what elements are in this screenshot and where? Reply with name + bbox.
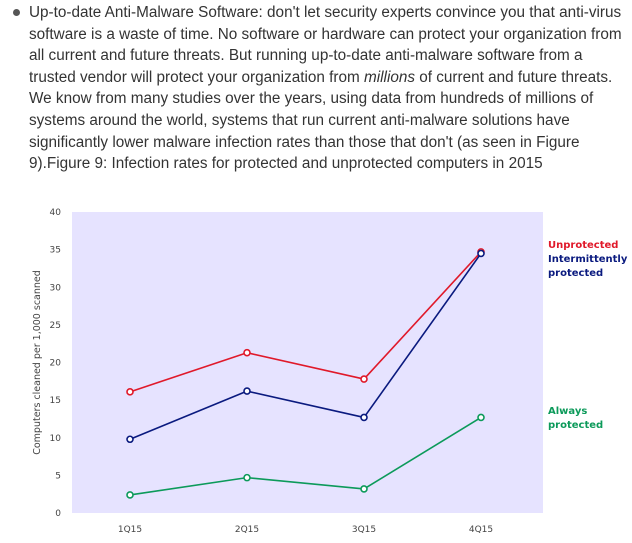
plot-background <box>72 212 543 513</box>
y-tick-label: 40 <box>50 208 62 218</box>
series-line <box>129 251 482 393</box>
y-tick-label: 20 <box>50 359 62 369</box>
data-point <box>243 473 251 482</box>
data-point <box>126 435 134 444</box>
y-tick-label: 10 <box>50 434 62 444</box>
paragraph-text-before: Up-to-date Anti-Malware Software: don't … <box>29 4 622 86</box>
x-tick-label: 4Q15 <box>469 525 493 535</box>
text-block: Up-to-date Anti-Malware Software: don't … <box>9 2 627 175</box>
y-axis-ticks: 0 5 10 15 20 25 30 35 40 <box>50 208 62 519</box>
y-tick-label: 35 <box>50 246 61 256</box>
legend-entry: Intermittently protected <box>548 254 628 279</box>
data-point <box>126 388 134 396</box>
x-axis-ticks: 1Q15 2Q15 3Q15 4Q15 <box>118 525 493 535</box>
y-tick-label: 15 <box>50 396 61 406</box>
x-tick-label: 1Q15 <box>118 525 142 535</box>
data-point <box>243 387 251 395</box>
y-tick-label: 30 <box>50 283 62 293</box>
y-axis-label: Computers cleaned per 1,000 scanned <box>32 270 43 455</box>
x-tick-label: 2Q15 <box>235 525 259 535</box>
x-tick-label: 3Q15 <box>352 525 376 535</box>
legend-entry: Always protected <box>548 406 603 431</box>
series-line <box>129 252 482 440</box>
y-tick-label: 25 <box>50 321 61 331</box>
paragraph-emphasis: millions <box>364 68 415 86</box>
data-point <box>126 491 134 499</box>
data-point <box>477 249 485 258</box>
y-tick-label: 5 <box>55 471 61 481</box>
series-line <box>129 416 482 496</box>
data-point <box>360 413 368 422</box>
infection-rate-chart: 0 5 10 15 20 25 30 35 40 1Q15 2Q15 3Q15 4Q15 Comput… <box>32 208 628 535</box>
legend: Unprotected Intermittently protected Always… <box>548 240 628 431</box>
legend-entry: Unprotected <box>548 240 618 251</box>
bullet-dot <box>13 9 20 16</box>
bullet-item: Up-to-date Anti-Malware Software: don't … <box>9 2 627 175</box>
data-point <box>360 375 368 383</box>
data-point <box>243 348 251 357</box>
series-lines <box>126 248 485 499</box>
data-point <box>477 413 485 422</box>
y-tick-label: 0 <box>55 509 61 519</box>
paragraph-text-after: of current and future threats. We know f… <box>29 68 613 173</box>
data-point <box>360 485 368 493</box>
